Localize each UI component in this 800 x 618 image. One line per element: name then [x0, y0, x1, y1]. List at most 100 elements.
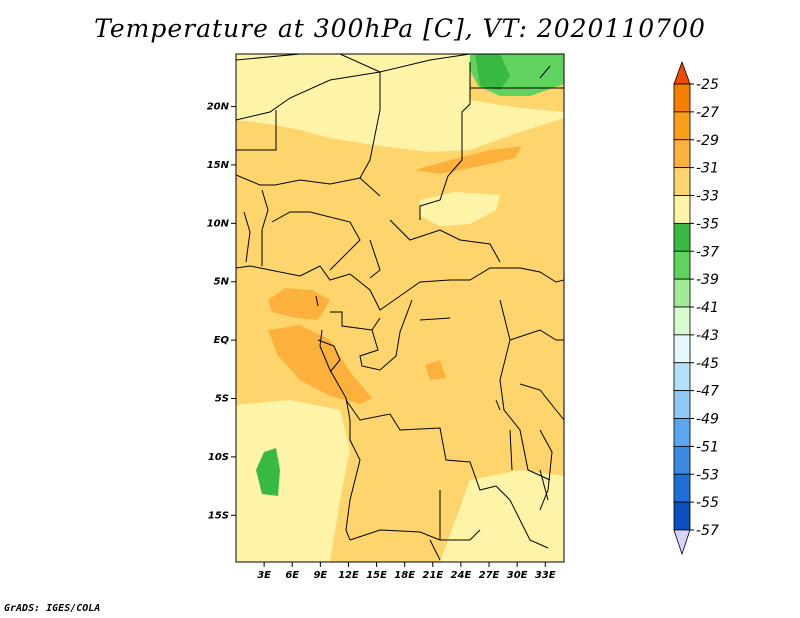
border-line	[236, 54, 381, 179]
lat-tick-label: 10N	[207, 218, 230, 229]
border-line	[236, 54, 471, 121]
border-line	[509, 329, 564, 341]
colorbar-swatch	[673, 195, 691, 224]
chart-title: Temperature at 300hPa [C], VT: 202011070…	[94, 14, 706, 43]
lon-tick-label: 21E	[422, 570, 443, 581]
border-line	[519, 383, 564, 421]
colorbar-label: -39	[696, 272, 719, 288]
colorbar-label: -25	[696, 77, 719, 93]
colorbar-swatch	[673, 139, 691, 169]
border-line	[519, 267, 564, 283]
coastline	[315, 295, 319, 307]
lon-tick-label: 27E	[479, 570, 500, 581]
border-line	[429, 539, 441, 561]
colorbar-swatch	[673, 334, 691, 364]
colorbar-swatch	[673, 473, 691, 503]
border-line	[243, 211, 251, 263]
colorbar-swatch	[673, 83, 691, 113]
field-warm-patch	[425, 360, 446, 380]
colorbar-swatch	[673, 278, 691, 308]
colorbar-label: -37	[696, 244, 719, 260]
coastline	[319, 329, 351, 440]
border-line	[317, 339, 341, 373]
field-green-north-dark	[475, 54, 510, 90]
field-warm-coast	[268, 325, 372, 404]
colorbar-swatch	[673, 501, 691, 531]
field-warm-gulf	[268, 288, 330, 320]
field-pale-north	[236, 54, 564, 152]
border-line	[359, 299, 413, 371]
latitude-axis: 20N 15N 10N 5N EQ 5S 10S 15S	[207, 102, 236, 521]
lon-tick-label: 12E	[338, 570, 359, 581]
colorbar-swatch	[673, 167, 691, 196]
lat-tick-label: 15N	[207, 160, 230, 171]
field-pale-south-atlantic	[236, 400, 350, 562]
coastline	[236, 265, 321, 277]
longitude-axis: 3E 6E 9E 12E 15E 18E 21E 24E 27E 30E 33E	[257, 562, 556, 581]
country-borders	[236, 54, 564, 561]
border-line	[236, 110, 277, 151]
lon-tick-label: 3E	[257, 570, 271, 581]
colorbar-top-arrow	[673, 60, 691, 85]
colorbar-swatch	[673, 390, 691, 419]
lat-tick-label: EQ	[214, 335, 230, 346]
field-green-south	[256, 448, 280, 496]
colorbar-label: -41	[696, 300, 719, 316]
border-line	[345, 439, 361, 541]
temperature-field	[236, 54, 564, 562]
colorbar-swatch	[673, 111, 691, 141]
border-line	[349, 529, 481, 541]
colorbar-label: -51	[696, 439, 719, 455]
colorbar-label: -29	[696, 133, 719, 149]
colorbar-label: -57	[696, 523, 719, 539]
border-line	[330, 311, 381, 331]
lat-tick-label: 20N	[207, 102, 230, 113]
border-line	[539, 429, 553, 511]
border-line	[319, 265, 520, 311]
colorbar-label: -31	[696, 161, 719, 177]
border-line	[236, 174, 381, 197]
lon-tick-label: 9E	[313, 570, 327, 581]
coastline	[419, 317, 501, 411]
colorbar-label: -55	[696, 495, 719, 511]
border-line	[389, 219, 501, 263]
colorbar-label: -43	[696, 328, 719, 344]
colorbar-swatch	[673, 445, 691, 475]
lon-tick-label: 24E	[451, 570, 472, 581]
border-line	[261, 189, 269, 266]
border-line	[419, 62, 471, 220]
colorbar-swatch	[673, 250, 691, 280]
coastline	[509, 429, 549, 501]
colorbar-swatch	[673, 362, 691, 392]
colorbar-label: -33	[696, 189, 719, 205]
colorbar-bottom-arrow	[673, 529, 691, 556]
colorbar-label: -35	[696, 216, 719, 232]
grads-credit: GrADS: IGES/COLA	[4, 603, 101, 614]
colorbar: -25 -27 -29 -31 -33 -35 -37 -39 -41 -43 -45 -47 -49 -…	[673, 60, 719, 556]
border-line	[345, 399, 497, 491]
colorbar-label: -47	[696, 384, 719, 400]
field-warm-sahel	[415, 146, 522, 174]
colorbar-label: -49	[696, 412, 719, 428]
lon-tick-label: 30E	[507, 570, 528, 581]
colorbar-label: -27	[696, 105, 719, 121]
colorbar-swatch	[673, 222, 691, 252]
lat-tick-label: 15S	[208, 510, 229, 521]
lat-tick-label: 10S	[208, 452, 229, 463]
colorbar-swatch	[673, 418, 691, 447]
map-frame	[235, 53, 565, 563]
lat-tick-label: 5N	[214, 277, 230, 288]
colorbar-label: -53	[696, 467, 719, 483]
lat-tick-label: 5S	[215, 394, 229, 405]
border-line	[495, 485, 549, 549]
border-line	[271, 211, 361, 271]
lon-tick-label: 33E	[535, 570, 556, 581]
colorbar-label: -45	[696, 356, 719, 372]
lon-tick-label: 6E	[285, 570, 299, 581]
colorbar-swatch	[673, 306, 691, 336]
lon-tick-label: 18E	[394, 570, 415, 581]
border-line	[539, 65, 551, 79]
lon-tick-label: 15E	[366, 570, 387, 581]
border-line	[369, 239, 381, 279]
